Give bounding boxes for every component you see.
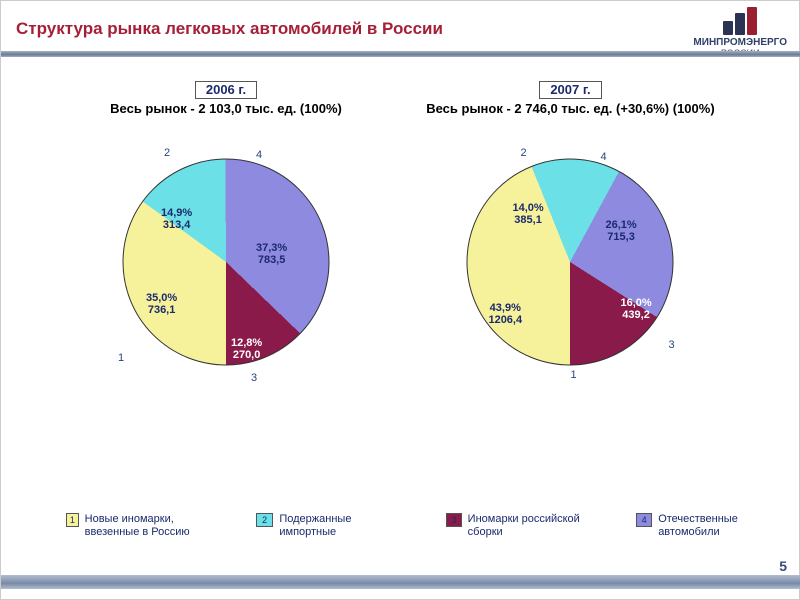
pie-2007: 43,9%1206,4 1 14,0%385,1 2 26,1%715,3 4 16,0%4… xyxy=(400,137,740,387)
total-2006: Весь рынок - 2 103,0 тыс. ед. (100%) xyxy=(56,101,396,117)
slice-pointer-4: 4 xyxy=(600,151,606,163)
logo-bars-icon xyxy=(693,7,787,35)
pie-chart xyxy=(467,158,674,365)
slice-label-4: 37,3%783,5 xyxy=(256,242,287,266)
year-label-2006: 2006 г. xyxy=(195,81,257,99)
slice-label-3: 16,0%439,2 xyxy=(620,297,651,321)
title-divider xyxy=(1,51,800,57)
logo-text: МИНПРОМЭНЕРГО xyxy=(693,37,787,48)
pie-2006: 35,0%736,1 1 14,9%313,4 2 37,3%783,5 4 12,8%27… xyxy=(56,137,396,387)
legend-swatch-4: 4 xyxy=(636,513,652,527)
slice-pointer-3: 3 xyxy=(668,339,674,351)
slice-label-1: 35,0%736,1 xyxy=(146,292,177,316)
legend-swatch-1: 1 xyxy=(66,513,79,527)
chart-2006: 2006 г. Весь рынок - 2 103,0 тыс. ед. (1… xyxy=(56,81,396,387)
pie-chart xyxy=(123,158,330,365)
slice-label-1: 43,9%1206,4 xyxy=(488,302,522,326)
legend-label-2: Подержанные импортные xyxy=(279,513,406,539)
legend-swatch-2: 2 xyxy=(256,513,273,527)
year-label-2007: 2007 г. xyxy=(539,81,601,99)
page-number: 5 xyxy=(779,558,787,574)
legend-swatch-3: 3 xyxy=(446,513,462,527)
total-2007: Весь рынок - 2 746,0 тыс. ед. (+30,6%) (… xyxy=(400,101,740,117)
footer-bar xyxy=(1,575,800,589)
slice-label-3: 12,8%270,0 xyxy=(231,337,262,361)
legend: 1 Новые иномарки, ввезенные в Россию 2 Поде… xyxy=(66,513,786,539)
slice-pointer-1: 1 xyxy=(570,369,576,381)
legend-label-3: Иномарки российской сборки xyxy=(468,513,596,539)
legend-item-2: 2 Подержанные импортные xyxy=(256,513,406,539)
slice-pointer-1: 1 xyxy=(118,352,124,364)
chart-2007: 2007 г. Весь рынок - 2 746,0 тыс. ед. (+… xyxy=(400,81,740,387)
slice-pointer-2: 2 xyxy=(164,147,170,159)
legend-item-1: 1 Новые иномарки, ввезенные в Россию xyxy=(66,513,216,539)
legend-item-3: 3 Иномарки российской сборки xyxy=(446,513,596,539)
slice-pointer-3: 3 xyxy=(251,372,257,384)
legend-item-4: 4 Отечественные автомобили xyxy=(636,513,786,539)
slide: МИНПРОМЭНЕРГО РОССИИ Структура рынка лег… xyxy=(0,0,800,600)
slide-title: Структура рынка легковых автомобилей в Р… xyxy=(16,19,576,39)
slice-pointer-4: 4 xyxy=(256,149,262,161)
charts-container: 2006 г. Весь рынок - 2 103,0 тыс. ед. (1… xyxy=(56,81,756,387)
slice-label-4: 26,1%715,3 xyxy=(605,219,636,243)
slice-label-2: 14,0%385,1 xyxy=(512,202,543,226)
legend-label-1: Новые иномарки, ввезенные в Россию xyxy=(85,513,216,539)
slice-pointer-2: 2 xyxy=(520,147,526,159)
legend-label-4: Отечественные автомобили xyxy=(658,513,786,539)
slice-label-2: 14,9%313,4 xyxy=(161,207,192,231)
